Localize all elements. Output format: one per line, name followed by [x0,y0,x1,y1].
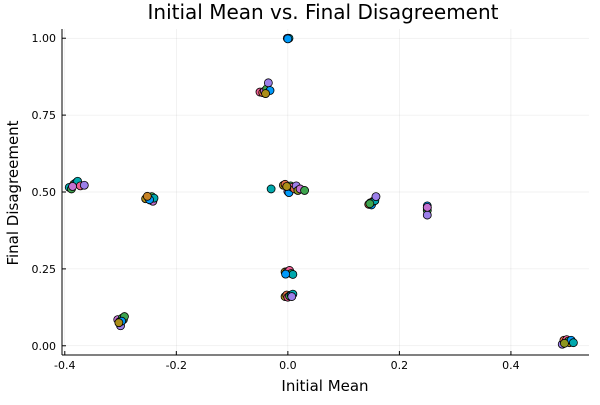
scatter-point [114,318,124,328]
grid [62,29,589,355]
scatter-point [422,202,432,212]
x-axis-label: Initial Mean [281,377,368,395]
scatter-point [300,186,309,195]
x-tick-label: 0.4 [502,359,520,372]
scatter-point [365,199,375,209]
scatter-point [261,89,270,98]
scatter-point [560,338,569,348]
scatter-point [422,210,432,220]
x-tick-label: -0.2 [166,359,187,372]
scatter-point [68,182,77,191]
scatter-point [263,78,273,88]
scatter-point [282,182,292,191]
y-tick-label: 0.50 [32,186,57,199]
data-points [64,33,578,349]
y-tick-label: 0.75 [32,109,57,122]
scatter-point [287,292,297,301]
scatter-point [142,191,152,201]
x-tick-label: -0.4 [54,359,75,372]
ticks: -0.4 -0.2 0.0 0.2 0.4 0.00 0.25 0.50 0.75 1.00 [32,32,520,372]
scatter-point [281,269,291,279]
scatter-point [79,180,89,190]
x-tick-label: 0.2 [391,359,409,372]
y-tick-label: 0.25 [32,263,57,276]
scatter-point [568,338,578,348]
chart-title: Initial Mean vs. Final Disagreement [148,0,499,24]
scatter-point [283,34,293,44]
y-tick-label: 0.00 [32,340,57,353]
scatter-point [266,184,276,194]
scatter-point [288,270,298,279]
y-axis-label: Final Disagreement [4,120,22,265]
x-tick-label: 0.0 [279,359,297,372]
y-tick-label: 1.00 [32,32,57,45]
scatter-point [371,192,381,202]
